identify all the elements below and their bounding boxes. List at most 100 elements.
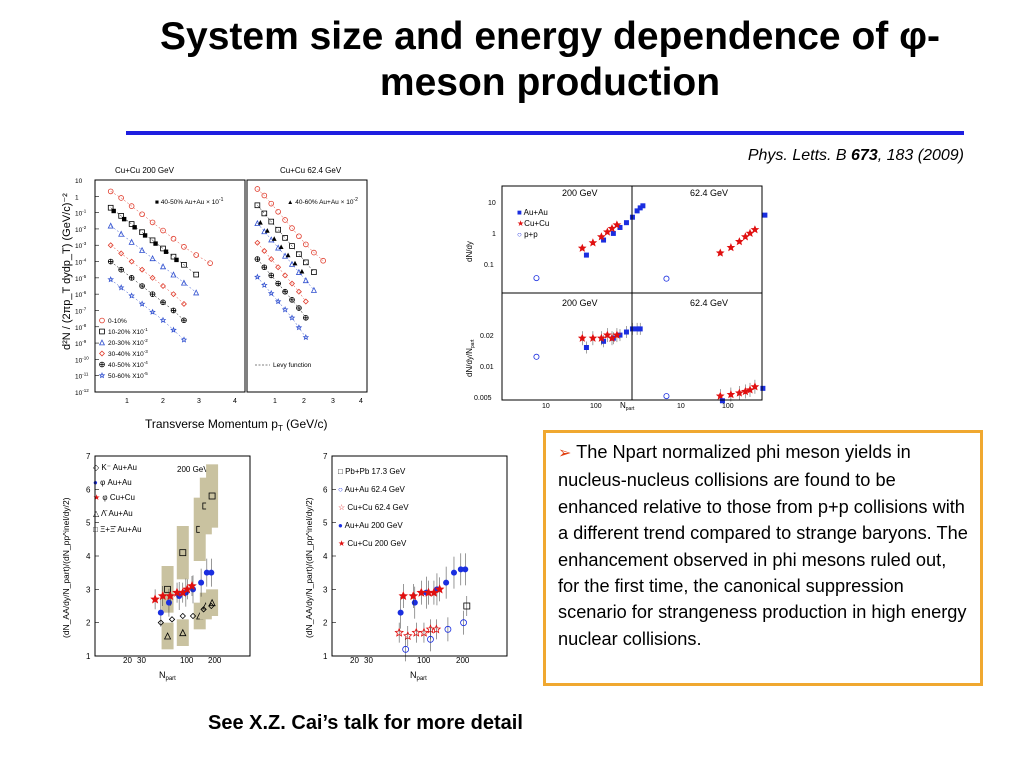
citation-rest: , 183 (2009) <box>877 147 964 164</box>
spectra-point <box>275 244 282 251</box>
ratio-cucu62-point <box>745 385 755 394</box>
auau200-point <box>450 569 457 576</box>
spectra-point <box>138 300 146 307</box>
ratio-ytick: 3 <box>323 585 328 594</box>
spectra-point <box>149 219 156 226</box>
spectra-point <box>282 252 289 259</box>
cucu-200-point <box>607 223 617 233</box>
spectra-point <box>303 259 309 266</box>
spectra-series-left-3 <box>107 242 187 307</box>
auau-200-point <box>637 205 643 211</box>
spectra-point <box>274 298 282 305</box>
ratio-pp62-point <box>663 393 670 400</box>
phi-auau-point <box>198 579 205 586</box>
ratio-ytick: 5 <box>323 519 328 528</box>
spectra-xtick: 4 <box>233 398 237 405</box>
ratio-cucu-point <box>607 333 617 342</box>
ratio-auau-point <box>623 329 629 335</box>
ratio-ytick: 2 <box>86 619 91 628</box>
spectra-series-right-0 <box>254 186 326 264</box>
spectra-series-left-1 <box>107 204 199 278</box>
panel-label-cucu62: Cu+Cu 62.4 GeV <box>280 166 342 175</box>
spectra-ytick: 10-8 <box>75 323 87 332</box>
spectra-point <box>128 292 135 299</box>
spectra-point <box>254 273 261 280</box>
cucu200-point <box>434 584 445 594</box>
spectra-point <box>303 315 309 321</box>
auau200-point <box>462 566 469 573</box>
ratio-cucu62-point <box>750 382 760 391</box>
ratio-ytick: 4 <box>86 552 91 561</box>
spectra-point <box>254 219 261 227</box>
strange-xtick-0: 20 <box>123 656 132 665</box>
ratio-auau62-point <box>760 385 766 391</box>
spectra-panel-right <box>246 179 368 393</box>
spectra-point <box>193 271 199 278</box>
ratio-ytick: 1 <box>86 652 91 661</box>
levy-label: Levy function <box>273 362 312 369</box>
spectra-point <box>261 210 268 217</box>
auau-point <box>132 225 137 230</box>
energy-xtick-1: 30 <box>364 656 373 665</box>
energy-ylabel: (dN_AA/dy/N_part)/(dN_pp^inel/dy/2) <box>304 497 314 638</box>
cucu200-point <box>398 590 409 601</box>
syst-box <box>206 464 219 528</box>
syst-box <box>161 622 174 650</box>
spectra-point <box>160 299 166 306</box>
ratio-cucu-point <box>597 333 606 342</box>
spectra-point <box>107 188 114 195</box>
spectra-point <box>170 326 177 333</box>
legend-phi-cucu: ★ φ Cu+Cu <box>93 493 135 502</box>
xi-point <box>208 492 216 500</box>
dndy-plot: dN/dy dN/dy/Npart 200 GeV 62.4 GeV 200 G… <box>465 185 768 412</box>
spectra-point <box>193 252 199 258</box>
auau-200-point <box>583 252 589 258</box>
spectra-series-left-2 <box>107 222 200 296</box>
panel-624-bottom: 62.4 GeV <box>690 298 728 308</box>
strange-ratio-plot: (dN_AA/dy/N_part)/(dN_pp^inel/dy/2) 200 … <box>61 452 251 682</box>
spectra-point <box>170 291 177 298</box>
dndy-figure: dN/dy dN/dy/Npart 200 GeV 62.4 GeV 200 G… <box>462 182 772 412</box>
auau200-point <box>457 566 464 573</box>
spectra-point <box>118 250 125 257</box>
ytick-bottom-0: 0.02 <box>480 333 494 340</box>
auau-point <box>299 268 305 274</box>
auau-200-point <box>640 203 646 209</box>
ratio-ytick: 7 <box>86 452 91 461</box>
auau-point <box>153 241 158 246</box>
spectra-ytick: 1 <box>75 194 79 201</box>
panel-200-bottom: 200 GeV <box>562 298 598 308</box>
spectra-point <box>170 253 177 260</box>
spectra-point <box>128 258 135 265</box>
spectra-point <box>268 236 275 243</box>
auau-point <box>257 220 263 225</box>
dndy-ylabel-bottom: dN/dy/Npart <box>465 339 476 377</box>
ratio-cucu62-point <box>715 391 725 400</box>
spectra-panel-left <box>94 179 246 393</box>
strange-xtick-2: 100 <box>180 656 194 665</box>
energy-yticks: 1 2 3 4 5 6 7 <box>323 452 328 661</box>
auau-point <box>121 216 127 222</box>
strange-panel-label: 200 GeV <box>177 465 209 474</box>
spectra-legend-entry: 0-10% <box>108 318 127 325</box>
legend-marker <box>99 361 105 368</box>
ratio-ytick: 6 <box>86 485 91 494</box>
spectra-ytick: 10-12 <box>75 388 89 397</box>
xtick-3: 100 <box>722 403 734 410</box>
spectra-point <box>275 264 282 271</box>
auau62-point <box>427 635 434 643</box>
spectra-ytick: 10-5 <box>75 274 87 283</box>
dndy-points <box>533 203 768 404</box>
spectra-point <box>261 264 268 271</box>
spectra-plot: d²N / (2πp_T dydp_T) (GeV/c)⁻² Transvers… <box>61 166 368 433</box>
spectra-point <box>303 241 309 248</box>
kminus-point <box>179 612 186 620</box>
ytick-top-0: 10 <box>488 200 496 207</box>
spectra-legend-entry: 10-20% X10-1 <box>108 327 148 336</box>
spectra-point <box>295 268 302 275</box>
spectra-point <box>260 281 268 288</box>
phi-cucu-point <box>165 590 175 601</box>
legend-auau: ■ Au+Au <box>517 208 548 217</box>
spectra-point <box>302 276 309 284</box>
ytick-bottom-2: 0.005 <box>474 395 492 402</box>
